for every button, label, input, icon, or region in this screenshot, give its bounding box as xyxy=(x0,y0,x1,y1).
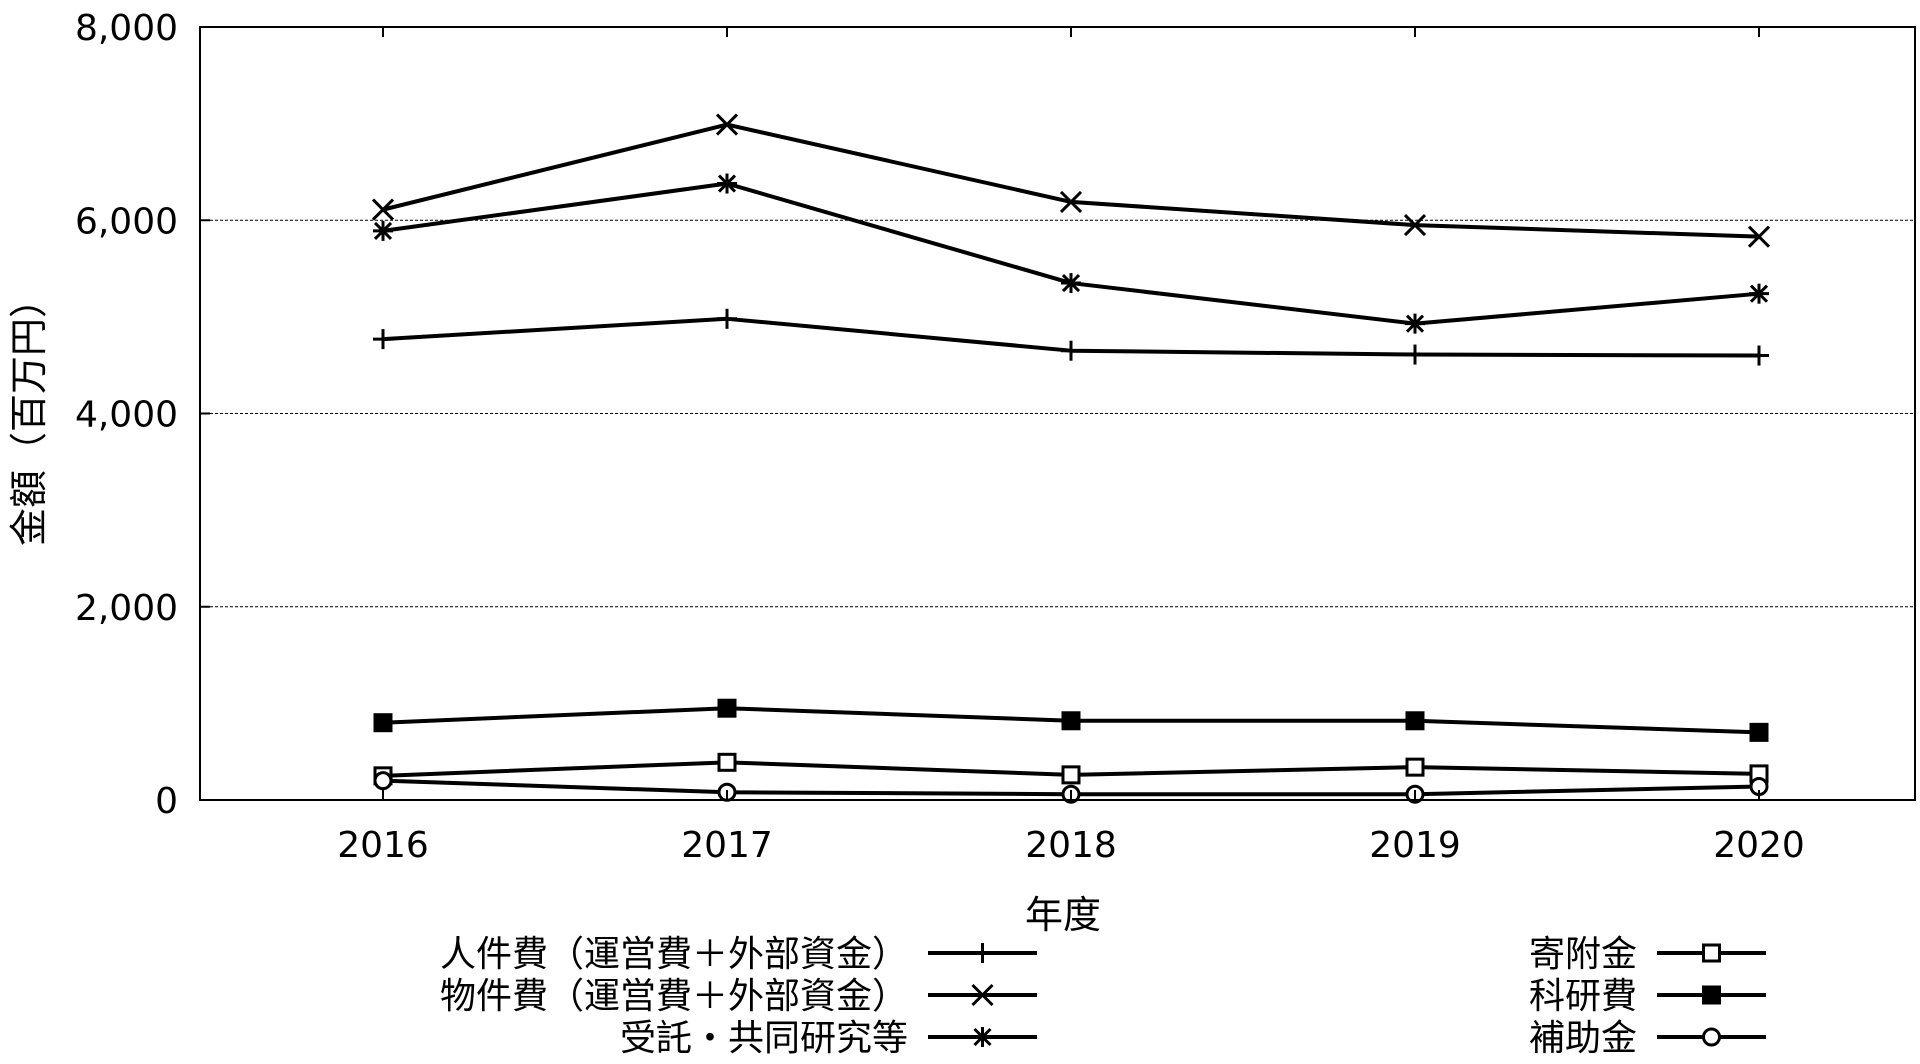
legend-label: 人件費（運営費＋外部資金） xyxy=(440,934,908,975)
data-point-4-0 xyxy=(373,713,393,733)
x-axis-ticks: 2016 2017 2018 2019 2020 xyxy=(337,27,1805,866)
data-point-3-3 xyxy=(1405,757,1425,777)
legend-label: 受託・共同研究等 xyxy=(620,1018,908,1059)
data-point-1-2 xyxy=(1059,190,1083,213)
data-point-2-2 xyxy=(1061,273,1081,294)
x-tick-label: 2016 xyxy=(337,825,429,866)
legend-item-2: 受託・共同研究等 xyxy=(620,1018,1037,1059)
series-markers xyxy=(371,113,1771,804)
legend-item-4: 科研費 xyxy=(1529,976,1766,1017)
legend-item-3: 寄附金 xyxy=(1529,934,1766,975)
data-point-4-2 xyxy=(1061,711,1081,731)
y-tick-label: 0 xyxy=(155,781,178,822)
marker-open-circle xyxy=(1702,1027,1721,1047)
marker-star xyxy=(972,1027,993,1047)
data-point-0-4 xyxy=(1749,345,1769,366)
marker-plus xyxy=(972,943,993,963)
y-tick-label: 8,000 xyxy=(75,8,178,49)
legend-label: 寄附金 xyxy=(1529,934,1637,975)
data-point-1-1 xyxy=(715,113,739,136)
data-point-0-2 xyxy=(1061,340,1081,361)
y-axis-label: 金額（百万円） xyxy=(7,280,51,546)
data-point-4-1 xyxy=(717,698,737,718)
legend-label: 物件費（運営費＋外部資金） xyxy=(440,976,908,1017)
legend-item-1: 物件費（運営費＋外部資金） xyxy=(440,976,1037,1017)
data-point-3-1 xyxy=(717,752,737,772)
legend-label: 補助金 xyxy=(1529,1018,1637,1059)
data-point-0-1 xyxy=(717,308,737,329)
x-tick-label: 2019 xyxy=(1369,825,1461,866)
data-point-2-3 xyxy=(1405,313,1425,334)
marker-cross xyxy=(971,983,994,1007)
x-axis-label: 年度 xyxy=(1025,893,1101,937)
data-point-5-0 xyxy=(373,771,393,791)
data-point-0-3 xyxy=(1405,344,1425,365)
data-point-1-0 xyxy=(371,198,395,221)
x-tick-label: 2017 xyxy=(681,825,773,866)
x-tick-label: 2018 xyxy=(1025,825,1117,866)
data-point-2-4 xyxy=(1749,283,1769,304)
data-point-4-4 xyxy=(1749,722,1769,742)
marker-filled-square xyxy=(1702,985,1721,1005)
series-line-2 xyxy=(382,181,1760,326)
data-point-2-0 xyxy=(373,220,393,241)
legend: 人件費（運営費＋外部資金）物件費（運営費＋外部資金）受託・共同研究等 寄附金科研費… xyxy=(440,934,1766,1059)
data-point-4-3 xyxy=(1405,711,1425,731)
y-tick-label: 2,000 xyxy=(75,588,178,629)
data-point-3-2 xyxy=(1061,765,1081,785)
legend-item-0: 人件費（運営費＋外部資金） xyxy=(440,934,1037,975)
y-tick-label: 4,000 xyxy=(75,395,178,436)
x-tick-label: 2020 xyxy=(1713,825,1805,866)
y-tick-label: 6,000 xyxy=(75,201,178,242)
legend-item-5: 補助金 xyxy=(1529,1018,1766,1059)
series-lines xyxy=(382,122,1760,797)
data-point-1-4 xyxy=(1747,225,1771,248)
data-point-1-3 xyxy=(1403,214,1427,237)
marker-open-square xyxy=(1702,943,1721,963)
y-axis-ticks: 0 2,000 4,000 6,000 8,000 xyxy=(75,8,210,822)
data-point-2-1 xyxy=(717,173,737,194)
legend-label: 科研費 xyxy=(1529,976,1637,1017)
data-point-0-0 xyxy=(373,329,393,350)
grid-lines xyxy=(200,219,1915,608)
